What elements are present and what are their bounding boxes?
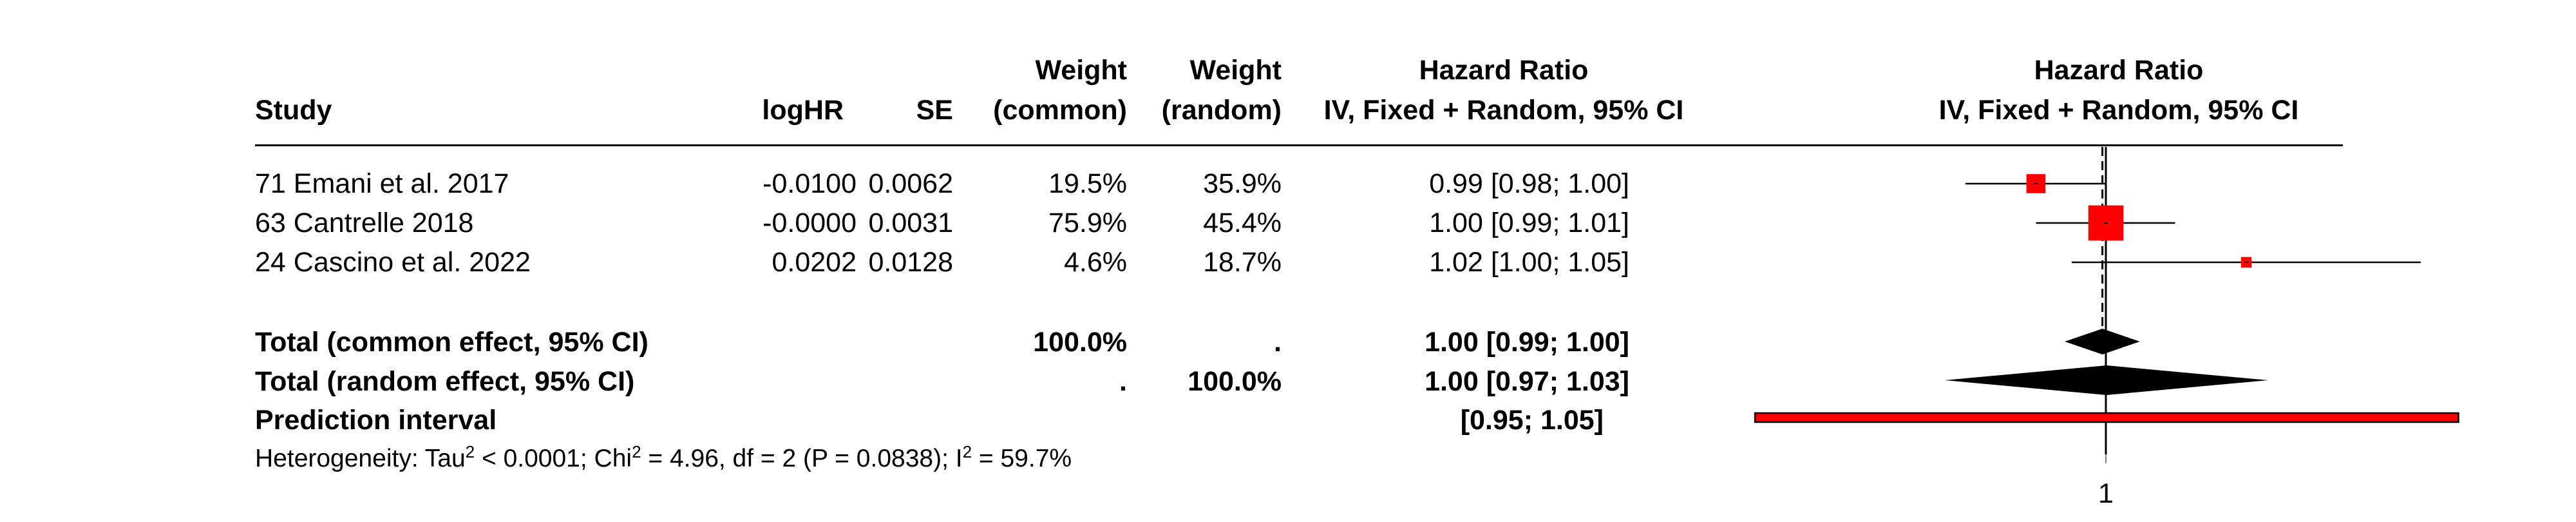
- common-effect-diamond: [2065, 329, 2140, 354]
- common-hr: 1.00 [0.99; 1.00]: [1425, 327, 1629, 358]
- study-loghr: -0.0000: [762, 208, 857, 238]
- header-rule: [255, 144, 2343, 146]
- study-weight-random: 18.7%: [1203, 247, 1282, 278]
- study-weight-common: 4.6%: [1063, 247, 1127, 278]
- random-effect-label: Total (random effect, 95% CI): [255, 366, 635, 397]
- header-hr-1: Hazard Ratio: [1419, 55, 1589, 86]
- heterogeneity-prefix: Heterogeneity: Tau: [255, 445, 466, 472]
- study-name: 24 Cascino et al. 2022: [255, 247, 531, 278]
- study-hr: 1.00 [0.99; 1.01]: [1429, 208, 1629, 238]
- study-se: 0.0128: [868, 247, 953, 278]
- heterogeneity-chi: = 4.96, df = 2 (P = 0.0838); I: [641, 445, 963, 472]
- study-name: 71 Emani et al. 2017: [255, 168, 509, 199]
- header-plot-2: IV, Fixed + Random, 95% CI: [1938, 95, 2299, 126]
- heterogeneity-sup: 2: [962, 442, 972, 461]
- random-effect-diamond: [1944, 365, 2268, 395]
- heterogeneity-tau: < 0.0001; Chi: [475, 445, 632, 472]
- heterogeneity-sup: 2: [632, 442, 641, 461]
- header-weight-common-1: Weight: [1035, 55, 1127, 86]
- random-hr: 1.00 [0.97; 1.03]: [1425, 366, 1629, 397]
- heterogeneity-text: Heterogeneity: Tau2 < 0.0001; Chi2 = 4.9…: [255, 443, 1072, 472]
- random-weight-common: .: [1119, 366, 1127, 397]
- header-se: SE: [916, 95, 953, 126]
- study-weight-common: 75.9%: [1048, 208, 1127, 238]
- common-weight-random: .: [1274, 327, 1282, 358]
- study-hr: 0.99 [0.98; 1.00]: [1429, 168, 1629, 199]
- study-se: 0.0031: [868, 208, 953, 238]
- random-weight-random: 100.0%: [1188, 366, 1282, 397]
- study-weight-random: 45.4%: [1203, 208, 1282, 238]
- prediction-interval-text: [0.95; 1.05]: [1460, 405, 1604, 436]
- common-weight-common: 100.0%: [1033, 327, 1127, 358]
- study-weight-random: 35.9%: [1203, 168, 1282, 199]
- study-se: 0.0062: [868, 168, 953, 199]
- header-weight-common-2: (common): [993, 95, 1127, 126]
- header-weight-random-2: (random): [1161, 95, 1282, 126]
- header-study: Study: [255, 95, 332, 126]
- heterogeneity-i2: = 59.7%: [972, 445, 1072, 472]
- study-hr: 1.02 [1.00; 1.05]: [1429, 247, 1629, 278]
- study-name: 63 Cantrelle 2018: [255, 208, 474, 238]
- x-axis-tick-label: 1: [2098, 478, 2114, 509]
- common-effect-label: Total (common effect, 95% CI): [255, 327, 649, 358]
- prediction-interval-bar: [1754, 412, 2459, 423]
- header-hr-2: IV, Fixed + Random, 95% CI: [1323, 95, 1684, 126]
- study-weight-common: 19.5%: [1048, 168, 1127, 199]
- header-loghr: logHR: [762, 95, 844, 126]
- header-plot-1: Hazard Ratio: [2034, 55, 2204, 86]
- heterogeneity-sup: 2: [465, 442, 475, 461]
- study-loghr: 0.0202: [772, 247, 857, 278]
- prediction-interval-label: Prediction interval: [255, 405, 497, 436]
- study-loghr: -0.0100: [762, 168, 857, 199]
- header-weight-random-1: Weight: [1189, 55, 1282, 86]
